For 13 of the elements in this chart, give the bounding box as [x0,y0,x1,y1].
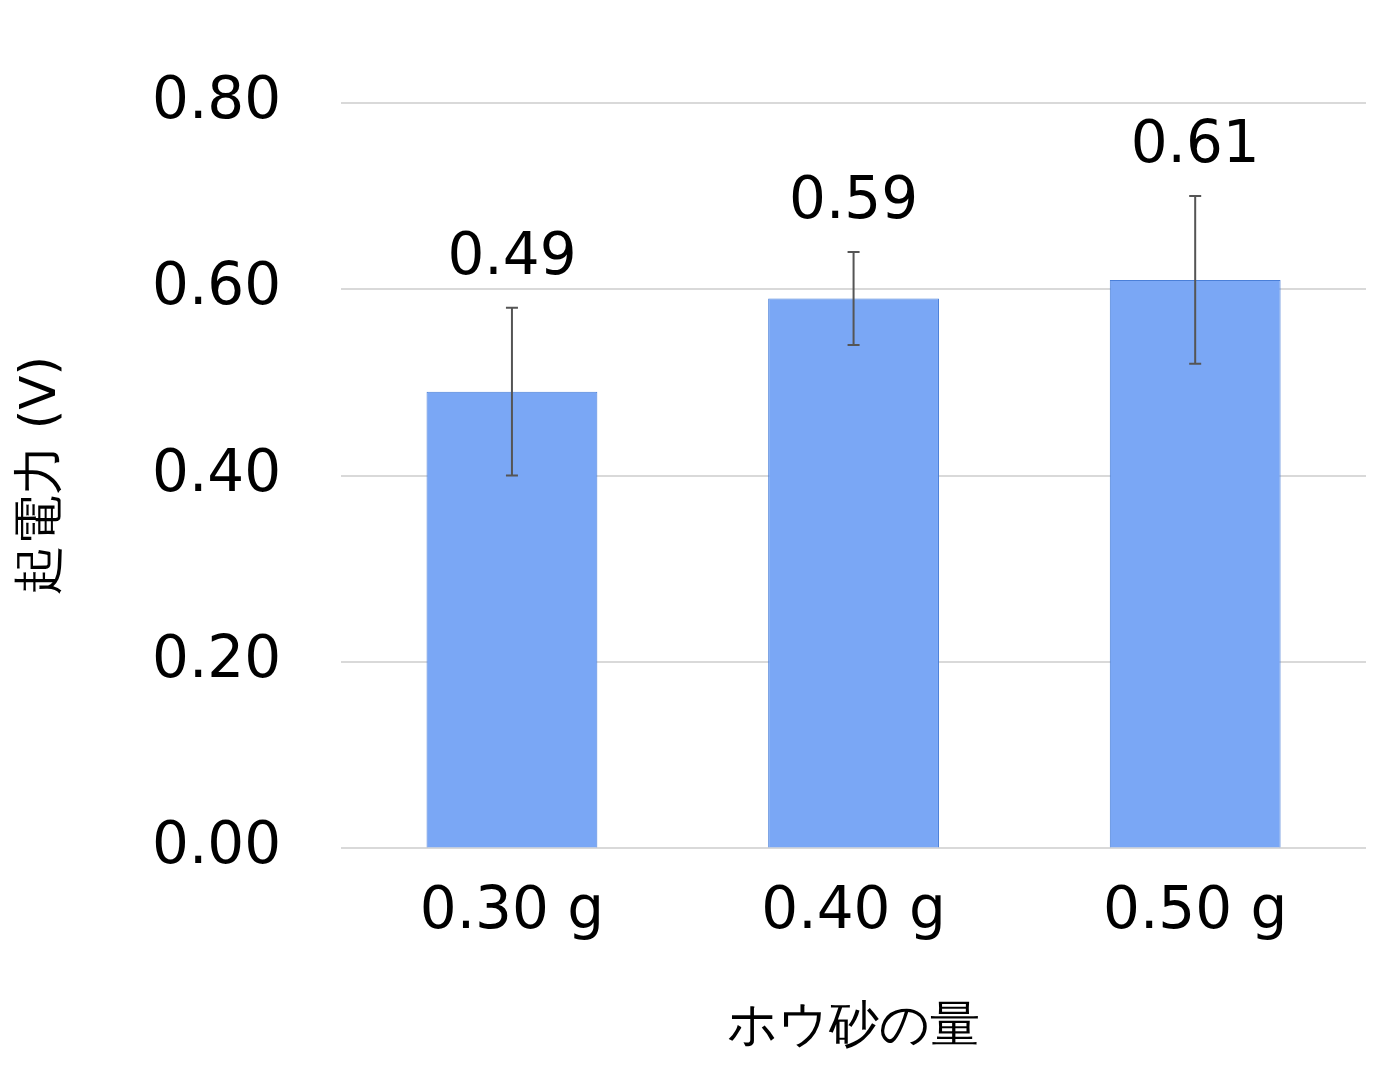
data-label: 0.49 [447,219,577,288]
y-tick-label: 0.20 [152,623,282,692]
data-label: 0.61 [1130,108,1260,177]
data-label: 0.59 [789,163,919,232]
y-tick-label: 0.40 [152,436,282,505]
x-tick-label: 0.40 g [761,874,946,943]
x-tick-label: 0.30 g [419,874,605,943]
y-tick-label: 0.60 [152,250,282,319]
x-axis-title: ホウ砂の量 [727,994,981,1053]
x-tick-label: 0.50 g [1102,874,1288,943]
y-tick-label: 0.00 [152,809,282,878]
y-axis-title: 起電力 (V) [8,356,67,596]
y-tick-label: 0.80 [152,63,282,132]
